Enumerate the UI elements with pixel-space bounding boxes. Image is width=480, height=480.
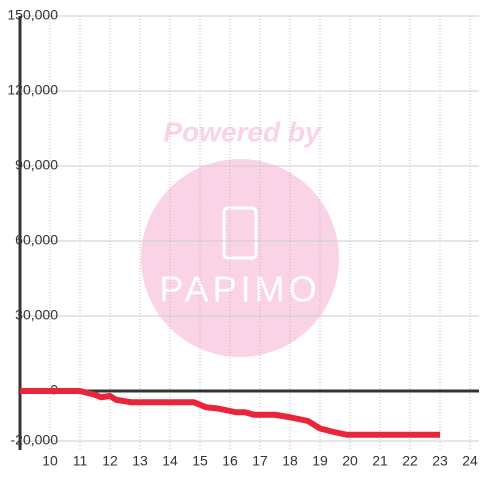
watermark-logo: PAPIMO	[159, 269, 320, 310]
x-tick-label: 15	[192, 453, 208, 469]
x-tick-label: 19	[312, 453, 328, 469]
y-tick-label: 60,000	[15, 232, 58, 248]
watermark-icon	[222, 206, 258, 260]
watermark-text: Powered by	[163, 116, 322, 147]
x-tick-label: 16	[222, 453, 238, 469]
x-tick-label: 17	[252, 453, 268, 469]
x-tick-label: 11	[73, 453, 88, 469]
y-tick-label: 120,000	[7, 82, 58, 98]
x-tick-label: 13	[132, 453, 148, 469]
x-tick-label: 10	[42, 453, 58, 469]
y-tick-label: -20,000	[11, 432, 59, 448]
x-tick-label: 14	[162, 453, 178, 469]
x-tick-label: 21	[372, 453, 388, 469]
x-tick-label: 24	[462, 453, 478, 469]
x-tick-label: 18	[282, 453, 298, 469]
x-tick-label: 20	[342, 453, 358, 469]
x-tick-label: 12	[102, 453, 118, 469]
y-tick-label: 30,000	[15, 307, 58, 323]
x-tick-label: 22	[402, 453, 418, 469]
y-tick-label: 90,000	[15, 157, 58, 173]
x-tick-label: 23	[432, 453, 448, 469]
y-tick-label: 150,000	[7, 7, 58, 23]
line	[20, 388, 440, 438]
